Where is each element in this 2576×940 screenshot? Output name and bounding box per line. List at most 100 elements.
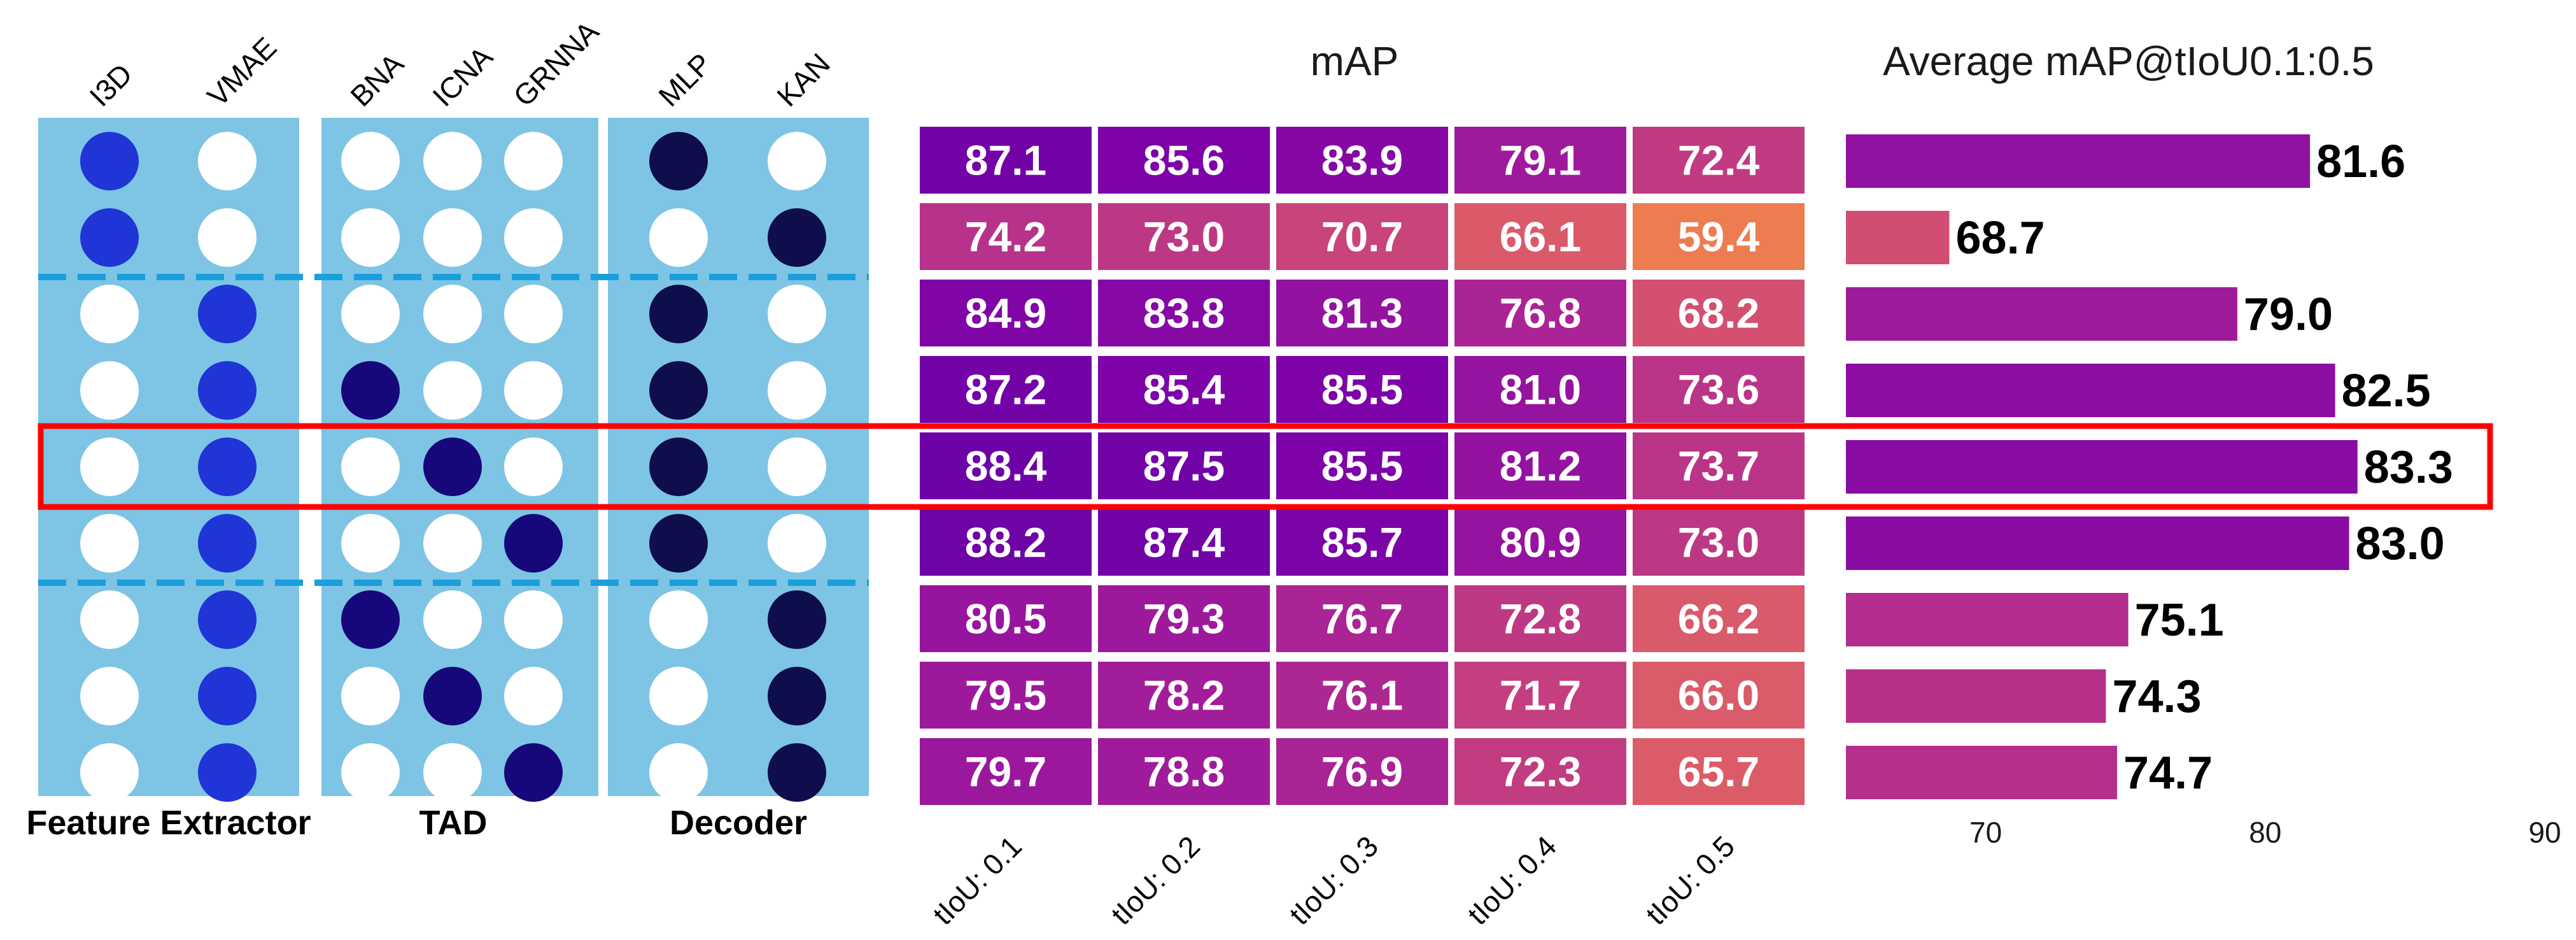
heatmap-cell [1098,280,1270,346]
feature-circle-vmae [198,361,257,420]
heatmap-cell-value: 76.1 [1321,672,1403,719]
config-group-label: TAD [419,804,488,842]
feature-circle-vmae [198,132,257,190]
config-col-label: BNA [344,46,410,113]
feature-circle-vmae [198,438,257,496]
tad-circle-grnna [504,285,563,343]
heatmap-cell-value: 85.7 [1321,519,1403,566]
tad-circle-grnna [504,438,563,496]
bar-value-label: 83.3 [2364,442,2453,493]
tad-circle-icna [423,438,482,496]
config-col-label: MLP [652,46,718,113]
heatmap-cell [1276,280,1448,346]
decoder-circle-mlp [649,361,708,420]
heatmap-cell [1633,127,1805,194]
tad-circle-grnna [504,667,563,725]
heatmap-cell [1098,127,1270,194]
heatmap-cell [1454,356,1626,423]
heatmap-cell-value: 73.0 [1678,519,1759,566]
heatmap-cell [1454,585,1626,652]
heatmap-cell [1276,203,1448,270]
heatmap-cell [1633,356,1805,423]
feature-circle-vmae [198,667,257,725]
bar-value-label: 68.7 [1956,213,2045,264]
bar [1846,287,2237,341]
heatmap-cell-value: 73.6 [1678,366,1759,413]
heatmap-cell [1454,509,1626,576]
decoder-circle-kan [768,208,826,267]
heatmap-cell [1098,432,1270,499]
decoder-circle-kan [768,285,826,343]
heatmap-cell-value: 73.7 [1678,443,1759,490]
heatmap-cell [920,127,1092,194]
tad-circle-bna [341,743,400,802]
heatmap-cell [920,280,1092,346]
decoder-circle-mlp [649,514,708,573]
bar [1846,593,2129,646]
config-group-label: Decoder [670,804,807,842]
heatmap-cell-value: 76.9 [1321,748,1403,795]
heatmap-cell-value: 87.5 [1143,443,1225,490]
bar [1846,440,2358,494]
tad-circle-icna [423,132,482,190]
heatmap-cell [1454,127,1626,194]
heatmap-cell-value: 84.9 [965,290,1046,337]
heatmap-cell-value: 78.2 [1143,672,1225,719]
heatmap-x-labels: tIoU: 0.1 tIoU: 0.2 tIoU: 0.3 tIoU: 0.4 tIoU… [926,829,1741,931]
heatmap-cell-value: 83.9 [1321,137,1403,184]
heatmap-cell [1276,432,1448,499]
bar [1846,516,2349,570]
bar-x-tick-label: 90 [2528,816,2561,849]
heatmap-cell-value: 88.4 [965,443,1047,490]
feature-circle-i3d [80,514,139,573]
feature-circle-vmae [198,208,257,267]
bar [1846,746,2118,799]
tad-circle-bna [341,285,400,343]
decoder-circle-mlp [649,285,708,343]
heatmap-cell-value: 71.7 [1500,672,1581,719]
tad-circle-grnna [504,132,563,190]
heatmap-cell-value: 85.6 [1143,137,1225,184]
tad-circle-icna [423,514,482,573]
decoder-circle-kan [768,361,826,420]
heatmap-cell [920,509,1092,576]
bar-value-label: 74.7 [2123,748,2213,799]
heatmap-cell-value: 81.0 [1500,366,1581,413]
tad-circle-bna [341,514,400,573]
highlight-box [38,423,2493,510]
tad-circle-icna [423,285,482,343]
heatmap-cell [1454,280,1626,346]
heatmap-cell [1098,738,1270,805]
heatmap-x-label: tIoU: 0.2 [1104,829,1206,931]
heatmap-cell-value: 87.1 [965,137,1046,184]
tad-circle-icna [423,208,482,267]
heatmap-cell [1633,662,1805,729]
heatmap-cell-value: 87.4 [1143,519,1225,566]
tad-circle-icna [423,361,482,420]
config-panel-3 [608,118,869,796]
heatmap-cell [1276,127,1448,194]
decoder-circle-kan [768,743,826,802]
feature-circle-i3d [80,590,139,649]
config-col-label: I3D [83,57,138,113]
config-col-label: GRNNA [507,15,605,113]
row-dividers [38,274,869,586]
heatmap-cell-value: 83.8 [1143,290,1225,337]
heatmap-cell [1098,509,1270,576]
feature-circle-vmae [198,514,257,573]
decoder-circle-mlp [649,667,708,725]
feature-circle-vmae [198,590,257,649]
decoder-circle-mlp [649,438,708,496]
heatmap-cell [1098,585,1270,652]
heatmap-cell [920,356,1092,423]
tad-circle-bna [341,590,400,649]
config-group-labels: Feature Extractor TAD Decoder [26,804,807,842]
heatmap-cells: 87.1 85.6 83.9 79.1 72.4 74.2 73.0 70.7 66.1 59.4… [920,127,1805,805]
feature-circle-i3d [80,743,139,802]
heatmap-cell-value: 59.4 [1678,213,1760,260]
heatmap-cell-value: 85.5 [1321,366,1403,413]
heatmap-cell-value: 65.7 [1678,748,1759,795]
feature-circle-i3d [80,438,139,496]
tad-circle-grnna [504,361,563,420]
